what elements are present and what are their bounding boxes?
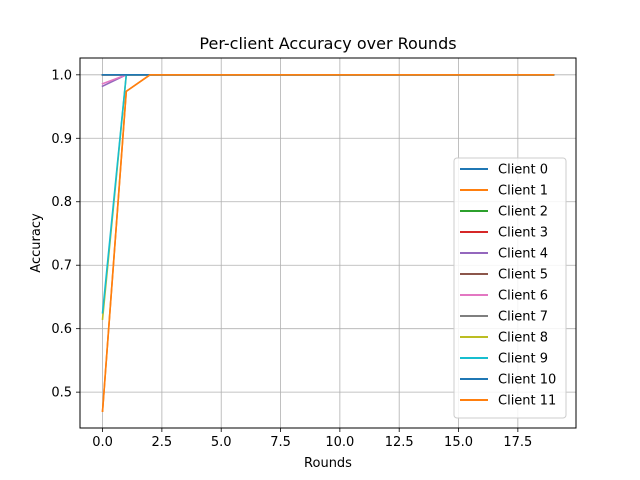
y-tick-label: 0.7 (51, 259, 72, 274)
x-tick-label: 5.0 (211, 435, 232, 450)
series-line-client-11 (101, 74, 555, 413)
y-tick-label: 0.8 (51, 195, 72, 210)
legend-label: Client 10 (498, 373, 556, 388)
y-tick-label: 0.9 (51, 132, 72, 147)
axis-ticks: 0.0 2.5 5.0 7.5 10.0 12.5 15.0 17.5 0.5 0.6 0.7 0.8… (51, 68, 532, 450)
legend-label: Client 11 (498, 394, 556, 409)
y-axis-label: Accuracy (29, 213, 44, 273)
legend-label: Client 1 (498, 184, 548, 199)
x-tick-label: 0.0 (92, 435, 113, 450)
legend-label: Client 6 (498, 289, 548, 304)
legend-label: Client 4 (498, 247, 548, 262)
chart-title: Per-client Accuracy over Rounds (199, 34, 456, 53)
legend-label: Client 3 (498, 226, 548, 241)
x-tick-label: 2.5 (152, 435, 173, 450)
legend-label: Client 7 (498, 310, 548, 325)
x-tick-label: 12.5 (385, 435, 414, 450)
x-tick-label: 7.5 (270, 435, 291, 450)
x-axis-label: Rounds (304, 456, 352, 471)
legend-box (453, 157, 567, 419)
legend-label: Client 8 (498, 331, 548, 346)
y-tick-label: 1.0 (51, 68, 72, 83)
x-tick-label: 10.0 (325, 435, 354, 450)
legend-label: Client 2 (498, 205, 548, 220)
plot-frame (79, 57, 577, 429)
legend-label: Client 9 (498, 352, 548, 367)
legend: Client 0 Client 1 Client 2 Client 3 Client 4… (453, 157, 567, 419)
y-tick-label: 0.5 (51, 386, 72, 401)
legend-label: Client 5 (498, 268, 548, 283)
y-tick-label: 0.6 (51, 322, 72, 337)
legend-label: Client 0 (498, 163, 548, 178)
series-lines (101, 74, 555, 413)
x-tick-label: 17.5 (503, 435, 532, 450)
x-tick-label: 15.0 (444, 435, 473, 450)
